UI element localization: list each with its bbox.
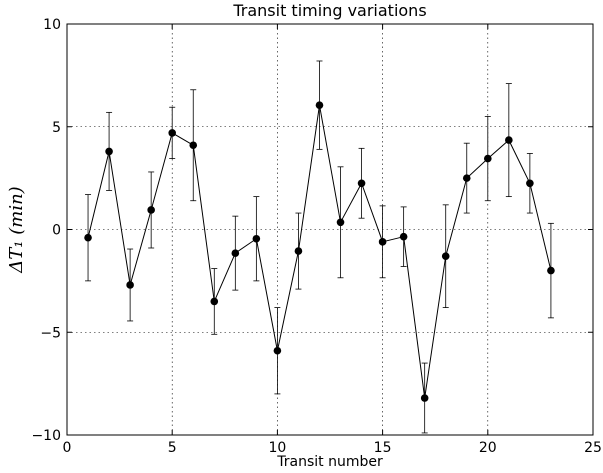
y-tick-label: 10 [43,17,61,33]
x-tick-label: 25 [584,440,602,456]
data-point [273,346,282,355]
data-point [378,238,387,246]
y-axis-label: ΔT₁ (min) [6,186,27,273]
y-tick-label: −10 [31,428,61,444]
data-point [231,249,240,257]
chart-title: Transit timing variations [232,1,426,20]
data-point [210,297,219,306]
data-point [462,174,471,182]
data-point [505,136,513,144]
data-point [252,234,261,243]
data-point [441,252,450,261]
data-point [399,232,408,241]
y-tick-label: 0 [52,223,61,239]
data-point [168,129,176,137]
data-point [547,266,555,275]
data-series [84,60,555,434]
data-point [126,281,134,289]
data-point [147,206,155,214]
y-tick-label: 5 [52,120,61,136]
data-point [84,233,92,242]
data-point [357,179,366,188]
x-tick-label: 0 [63,440,72,456]
data-point [189,141,198,150]
axis-ticks: 0 5 10 15 20 25 −10 −5 0 5 10 [31,17,601,456]
data-point [420,394,429,402]
x-tick-label: 20 [479,440,497,456]
data-point [484,154,492,163]
x-tick-label: 15 [374,440,392,456]
x-axis-label: Transit number [276,454,383,470]
data-point [315,101,324,109]
data-point [294,247,303,255]
data-point [336,218,345,227]
x-tick-label: 5 [168,440,177,456]
y-tick-label: −5 [40,325,61,341]
x-tick-label: 10 [268,440,286,456]
data-point [526,179,534,188]
data-point [105,147,113,156]
